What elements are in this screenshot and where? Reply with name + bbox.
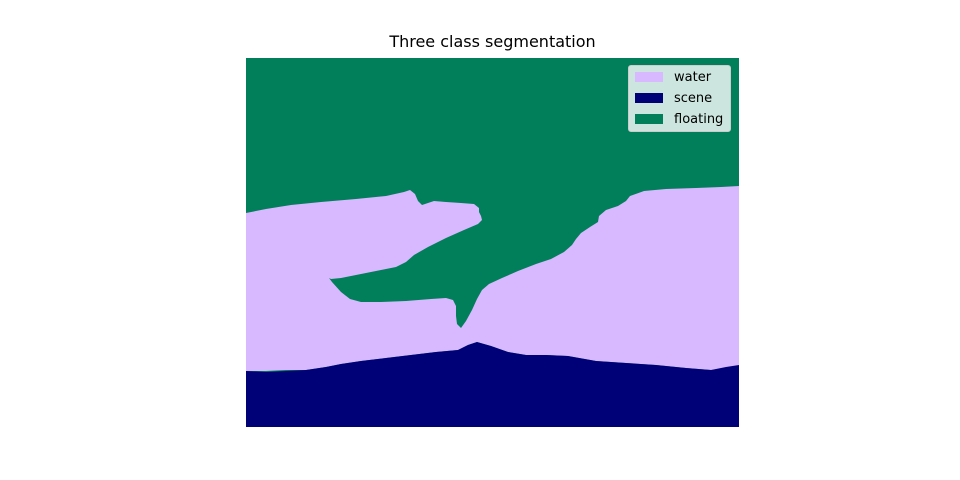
- legend-label-floating: floating: [674, 111, 724, 127]
- legend-label-water: water: [674, 69, 712, 85]
- legend: water scene floating: [628, 65, 731, 132]
- legend-swatch-floating: [635, 114, 663, 124]
- legend-label-scene: scene: [674, 90, 713, 106]
- legend-swatch-scene: [635, 93, 663, 103]
- legend-swatch-water: [635, 72, 663, 82]
- scene-region: [246, 342, 739, 427]
- figure-title: Three class segmentation: [389, 32, 596, 51]
- legend-item-floating: floating: [635, 111, 723, 127]
- legend-item-water: water: [635, 69, 711, 85]
- water-region: [246, 186, 739, 371]
- legend-item-scene: scene: [635, 90, 712, 106]
